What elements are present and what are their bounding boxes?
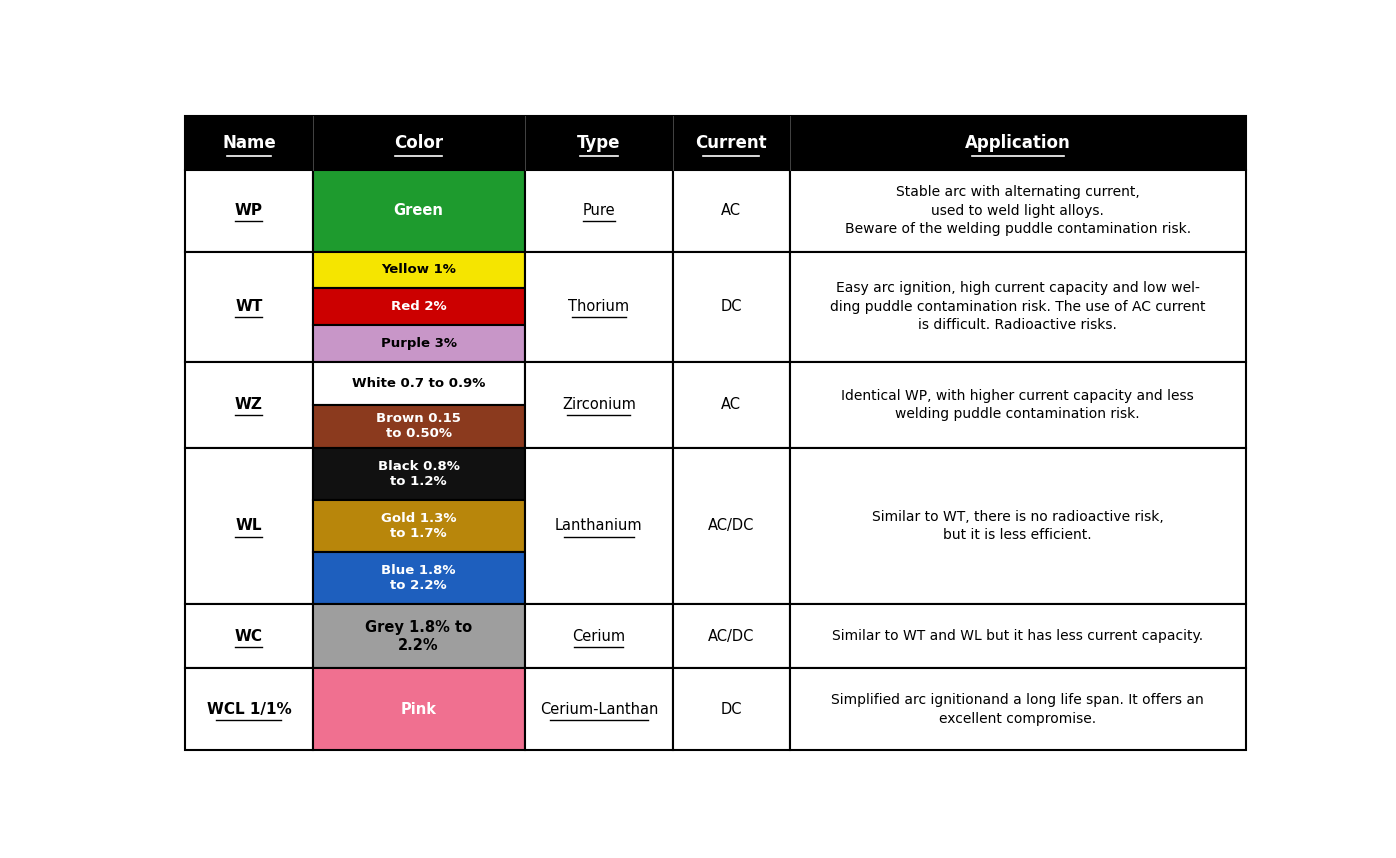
- Text: WCL 1/1%: WCL 1/1%: [207, 702, 292, 717]
- Bar: [673, 604, 790, 668]
- Bar: [186, 116, 1245, 170]
- Text: Zirconium: Zirconium: [561, 397, 635, 413]
- Text: Color: Color: [394, 134, 443, 152]
- Text: Similar to WT, there is no radioactive risk,
but it is less efficient.: Similar to WT, there is no radioactive r…: [871, 510, 1163, 542]
- Bar: [313, 288, 525, 325]
- Bar: [790, 448, 1245, 604]
- Bar: [186, 448, 313, 604]
- Text: Current: Current: [695, 134, 768, 152]
- Bar: [313, 668, 525, 751]
- Bar: [525, 170, 673, 251]
- Text: Easy arc ignition, high current capacity and low wel-
ding puddle contamination : Easy arc ignition, high current capacity…: [829, 281, 1205, 332]
- Bar: [186, 362, 313, 448]
- Text: Similar to WT and WL but it has less current capacity.: Similar to WT and WL but it has less cur…: [832, 630, 1203, 644]
- Text: Brown 0.15
to 0.50%: Brown 0.15 to 0.50%: [376, 412, 461, 440]
- Text: WP: WP: [235, 203, 262, 218]
- Bar: [313, 448, 525, 500]
- Bar: [313, 552, 525, 604]
- Bar: [313, 405, 525, 448]
- Bar: [790, 668, 1245, 751]
- Text: Stable arc with alternating current,
used to weld light alloys.
Beware of the we: Stable arc with alternating current, use…: [845, 185, 1191, 236]
- Text: Red 2%: Red 2%: [391, 300, 447, 313]
- Bar: [313, 251, 525, 288]
- Text: Name: Name: [222, 134, 276, 152]
- Bar: [525, 668, 673, 751]
- Text: AC/DC: AC/DC: [708, 518, 755, 534]
- Bar: [790, 604, 1245, 668]
- Text: Cerium: Cerium: [572, 629, 625, 644]
- Bar: [673, 668, 790, 751]
- Text: Purple 3%: Purple 3%: [381, 337, 456, 350]
- Text: Pink: Pink: [401, 702, 437, 717]
- Bar: [525, 362, 673, 448]
- Text: Pure: Pure: [582, 203, 616, 218]
- Bar: [525, 604, 673, 668]
- Bar: [790, 251, 1245, 362]
- Text: Green: Green: [394, 203, 444, 218]
- Bar: [673, 362, 790, 448]
- Text: WT: WT: [236, 299, 262, 314]
- Bar: [186, 668, 313, 751]
- Text: Application: Application: [965, 134, 1071, 152]
- Text: DC: DC: [720, 299, 743, 314]
- Bar: [673, 251, 790, 362]
- Text: Thorium: Thorium: [568, 299, 630, 314]
- Bar: [313, 325, 525, 362]
- Text: WL: WL: [236, 518, 262, 534]
- Text: Gold 1.3%
to 1.7%: Gold 1.3% to 1.7%: [381, 512, 456, 540]
- Bar: [313, 362, 525, 405]
- Text: Cerium-Lanthan: Cerium-Lanthan: [540, 702, 658, 717]
- Text: Black 0.8%
to 1.2%: Black 0.8% to 1.2%: [378, 460, 459, 487]
- Text: Lanthanium: Lanthanium: [556, 518, 642, 534]
- Bar: [186, 604, 313, 668]
- Bar: [186, 170, 313, 251]
- Bar: [673, 448, 790, 604]
- Text: White 0.7 to 0.9%: White 0.7 to 0.9%: [352, 377, 486, 390]
- Text: Blue 1.8%
to 2.2%: Blue 1.8% to 2.2%: [381, 565, 456, 592]
- Bar: [186, 251, 313, 362]
- Bar: [313, 500, 525, 552]
- Text: WC: WC: [235, 629, 262, 644]
- Text: AC/DC: AC/DC: [708, 629, 755, 644]
- Text: Identical WP, with higher current capacity and less
welding puddle contamination: Identical WP, with higher current capaci…: [842, 389, 1194, 421]
- Bar: [790, 170, 1245, 251]
- Bar: [525, 448, 673, 604]
- Bar: [790, 362, 1245, 448]
- Text: AC: AC: [722, 203, 741, 218]
- Bar: [313, 604, 525, 668]
- Text: WZ: WZ: [235, 397, 262, 413]
- Text: Type: Type: [577, 134, 621, 152]
- Text: AC: AC: [722, 397, 741, 413]
- Bar: [313, 170, 525, 251]
- Bar: [525, 251, 673, 362]
- Text: Grey 1.8% to
2.2%: Grey 1.8% to 2.2%: [364, 620, 472, 653]
- Text: Yellow 1%: Yellow 1%: [381, 263, 456, 276]
- Bar: [673, 170, 790, 251]
- Text: DC: DC: [720, 702, 743, 717]
- Text: Simplified arc ignitionand a long life span. It offers an
excellent compromise.: Simplified arc ignitionand a long life s…: [831, 693, 1203, 726]
